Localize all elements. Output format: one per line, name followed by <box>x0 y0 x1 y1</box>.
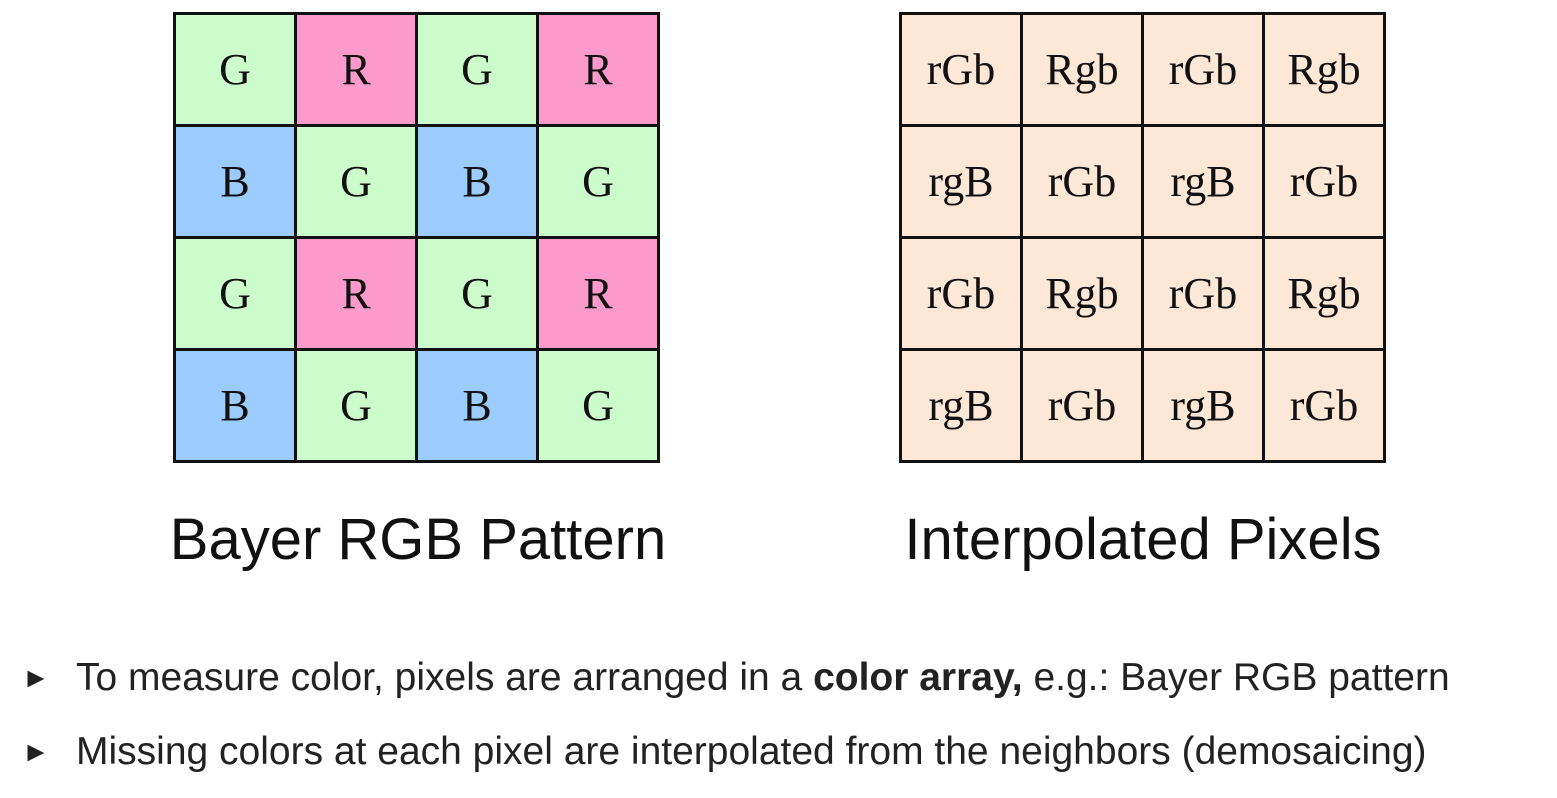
triangle-bullet-icon: ► <box>22 736 50 767</box>
bayer-cell: B <box>176 127 297 239</box>
bayer-pattern-caption: Bayer RGB Pattern <box>169 507 667 572</box>
interpolated-cell: rGb <box>1023 351 1144 463</box>
bayer-cell: B <box>176 351 297 463</box>
interpolated-cell: rGb <box>1265 351 1386 463</box>
interpolated-cell: rGb <box>1144 239 1265 351</box>
interpolated-cell: Rgb <box>1265 15 1386 127</box>
interpolated-cell: rgB <box>1144 351 1265 463</box>
bullet-item-demosaicing: ► Missing colors at each pixel are inter… <box>22 724 1552 780</box>
interpolated-cell: Rgb <box>1023 15 1144 127</box>
bayer-cell: R <box>539 239 660 351</box>
bullet-item-color-array: ► To measure color, pixels are arranged … <box>22 650 1552 706</box>
interpolated-cell: rGb <box>902 239 1023 351</box>
bayer-cell: G <box>539 351 660 463</box>
interpolated-cell: rGb <box>902 15 1023 127</box>
bayer-cell: G <box>418 15 539 127</box>
bayer-cell: R <box>297 239 418 351</box>
interpolated-cell: rgB <box>902 127 1023 239</box>
interpolated-cell: rGb <box>1023 127 1144 239</box>
bayer-cell: B <box>418 127 539 239</box>
interpolated-cell: rGb <box>1265 127 1386 239</box>
bullet-text-after: e.g.: Bayer RGB pattern <box>1022 656 1450 699</box>
interpolated-cell: rgB <box>902 351 1023 463</box>
interpolated-cell: rGb <box>1144 15 1265 127</box>
bullet-list: ► To measure color, pixels are arranged … <box>22 650 1552 798</box>
interpolated-cell: Rgb <box>1023 239 1144 351</box>
bayer-cell: G <box>297 351 418 463</box>
bayer-cell: G <box>539 127 660 239</box>
bullet-text-before: To measure color, pixels are arranged in… <box>76 656 814 699</box>
interpolated-pixels-caption: Interpolated Pixels <box>904 507 1382 572</box>
interpolated-cell: Rgb <box>1265 239 1386 351</box>
bayer-cell: B <box>418 351 539 463</box>
bayer-cell: R <box>539 15 660 127</box>
bayer-cell: R <box>297 15 418 127</box>
bayer-pattern-grid: G R G R B G B G G R G R B G B G <box>173 12 660 463</box>
bayer-cell: G <box>297 127 418 239</box>
interpolated-pixels-grid: rGb Rgb rGb Rgb rgB rGb rgB rGb rGb Rgb … <box>899 12 1386 463</box>
triangle-bullet-icon: ► <box>22 662 50 693</box>
interpolated-cell: rgB <box>1144 127 1265 239</box>
bayer-cell: G <box>418 239 539 351</box>
bullet-text: To measure color, pixels are arranged in… <box>76 656 1450 700</box>
bayer-cell: G <box>176 239 297 351</box>
bayer-cell: G <box>176 15 297 127</box>
bullet-text: Missing colors at each pixel are interpo… <box>76 730 1427 773</box>
bullet-text-bold: color array, <box>813 656 1023 699</box>
